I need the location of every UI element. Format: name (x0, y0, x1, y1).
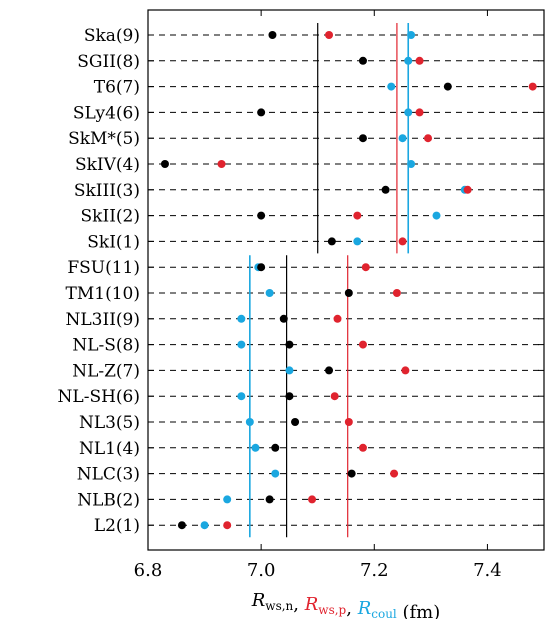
point-n (257, 211, 266, 220)
point-n (291, 418, 300, 426)
point-coul (271, 469, 280, 478)
x-tick-label: 7.4 (473, 560, 502, 581)
point-n (257, 108, 266, 117)
point-n (257, 263, 266, 272)
y-tick-label: TM1(10) (66, 284, 140, 304)
point-coul (237, 340, 246, 349)
point-p (463, 185, 472, 194)
point-coul (200, 521, 209, 530)
xlabel-separator: , (346, 598, 357, 619)
point-n (285, 340, 294, 349)
point-n (285, 392, 294, 401)
y-tick-label: L2(1) (94, 516, 140, 536)
point-n (271, 443, 280, 452)
point-n (177, 521, 186, 530)
point-coul (223, 495, 232, 504)
y-tick-label: NLC(3) (77, 465, 140, 485)
point-p (390, 469, 399, 478)
point-p (333, 314, 342, 323)
point-p (415, 108, 424, 117)
xlabel-symbol: R (251, 590, 266, 611)
y-tick-label: SkI(1) (87, 232, 140, 252)
y-tick-label: NL3(5) (79, 413, 140, 433)
point-n (160, 160, 169, 168)
point-coul (265, 289, 274, 297)
point-p (424, 134, 433, 143)
point-p (308, 495, 317, 504)
point-coul (237, 392, 246, 401)
point-n (443, 82, 452, 91)
xlabel-subscript: coul (371, 607, 397, 619)
point-coul (353, 237, 362, 246)
point-coul (407, 160, 416, 168)
xlabel-subscript: ws,p (318, 603, 346, 617)
point-n (347, 469, 356, 478)
point-coul (398, 134, 407, 143)
grid-lines (148, 34, 544, 526)
x-tick-label: 6.8 (134, 560, 163, 581)
y-tick-label: NL1(4) (79, 439, 140, 459)
xlabel-subscript: ws,n (265, 599, 293, 613)
point-n (325, 366, 334, 375)
y-tick-label: NL-Z(7) (72, 361, 140, 381)
point-p (361, 263, 370, 272)
point-n (358, 56, 367, 65)
y-tick-label: NL-SH(6) (58, 387, 140, 407)
x-tick-labels: 6.8 7.0 7.2 7.4 (134, 10, 502, 581)
point-n (358, 134, 367, 143)
point-coul (407, 31, 416, 39)
y-tick-labels: Ska(9) SGII(8) T6(7) SLy4(6) SkM*(5) SkIV(4) S… (58, 26, 140, 536)
y-tick-label: SkII(2) (81, 207, 140, 227)
point-p (528, 82, 537, 91)
y-tick-label: NL3II(9) (66, 310, 141, 330)
xlabel-unit: (fm) (397, 602, 441, 619)
y-tick-label: T6(7) (94, 78, 140, 98)
mean-lines (249, 23, 410, 538)
point-p (358, 443, 367, 452)
x-tick-label: 7.0 (247, 560, 276, 581)
xlabel-separator: , (293, 594, 304, 615)
y-tick-label: SLy4(6) (73, 103, 140, 123)
point-p (353, 211, 362, 220)
point-p (392, 289, 401, 297)
plot-frame (147, 9, 545, 551)
point-coul (404, 108, 413, 117)
x-tick-label: 7.2 (360, 560, 389, 581)
point-p (325, 31, 334, 39)
point-n (344, 289, 353, 297)
y-tick-label: NLB(2) (77, 490, 140, 510)
point-p (330, 392, 339, 401)
point-p (223, 521, 232, 530)
point-coul (251, 443, 260, 452)
point-p (401, 366, 410, 375)
y-tick-label: FSU(11) (67, 258, 140, 278)
point-coul (432, 211, 441, 220)
y-tick-label: Ska(9) (84, 26, 140, 46)
point-coul (245, 418, 254, 426)
point-coul (387, 82, 396, 91)
point-p (217, 160, 226, 168)
y-tick-label: SkM*(5) (68, 129, 140, 149)
point-p (415, 56, 424, 65)
point-p (398, 237, 407, 246)
point-n (265, 495, 274, 504)
point-n (279, 314, 288, 323)
point-coul (237, 314, 246, 323)
x-axis-label: Rws,n, Rws,p, Rcoul (fm) (251, 590, 441, 619)
point-coul (285, 366, 294, 375)
point-coul (404, 56, 413, 65)
point-p (344, 418, 353, 426)
xlabel-symbol: R (304, 594, 319, 615)
y-tick-label: SkIII(3) (74, 181, 140, 201)
data-points (160, 31, 537, 530)
point-p (358, 340, 367, 349)
point-n (268, 31, 277, 39)
y-tick-label: NL-S(8) (72, 336, 140, 356)
point-n (381, 185, 390, 194)
y-tick-label: SkIV(4) (75, 155, 140, 175)
xlabel-symbol: R (357, 598, 372, 619)
point-n (327, 237, 336, 246)
y-tick-label: SGII(8) (77, 52, 140, 72)
